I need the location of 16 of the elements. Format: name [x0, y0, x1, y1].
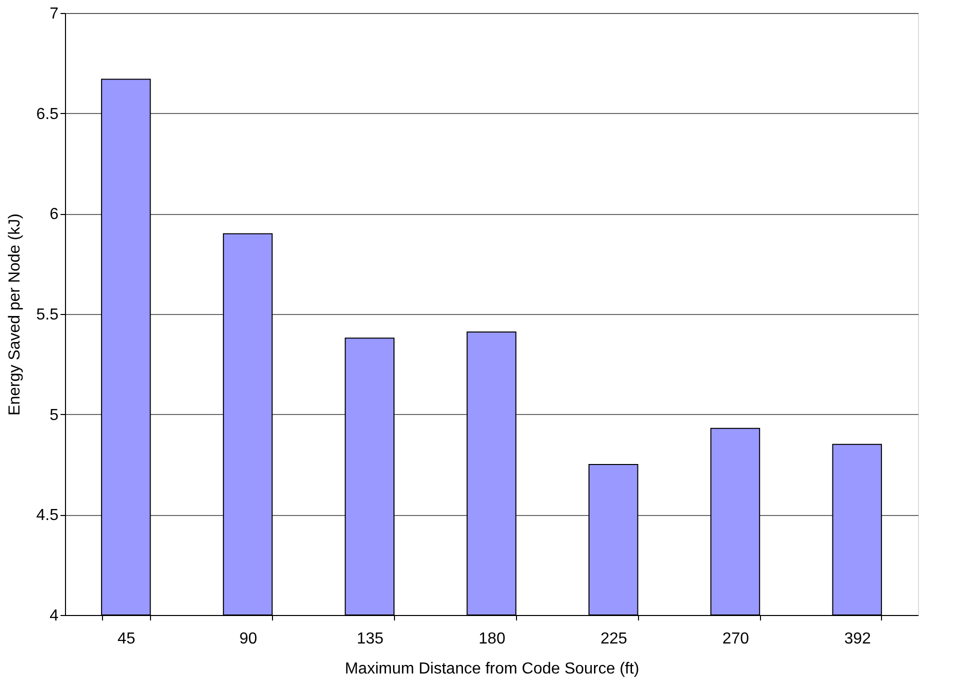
y-tick-label: 5 — [50, 406, 59, 424]
x-tick-label: 90 — [239, 630, 258, 648]
y-axis-title: Energy Saved per Node (kJ) — [6, 214, 24, 416]
x-tick-label: 45 — [118, 630, 136, 648]
x-tick-label: 270 — [722, 630, 750, 648]
x-tick-label: 135 — [356, 630, 384, 648]
y-tick-label: 4.5 — [36, 507, 59, 524]
x-tick-label: 180 — [478, 630, 506, 648]
y-tick-label: 4 — [50, 608, 59, 624]
y-tick-label: 6.5 — [36, 106, 59, 123]
x-tick-label: 392 — [844, 630, 872, 648]
x-axis-title: Maximum Distance from Code Source (ft) — [344, 660, 640, 678]
y-tick-label: 6 — [50, 206, 59, 224]
y-tick-label: 5.5 — [36, 306, 59, 324]
x-tick-label: 225 — [600, 630, 628, 648]
y-tick-label: 7 — [50, 6, 59, 22]
